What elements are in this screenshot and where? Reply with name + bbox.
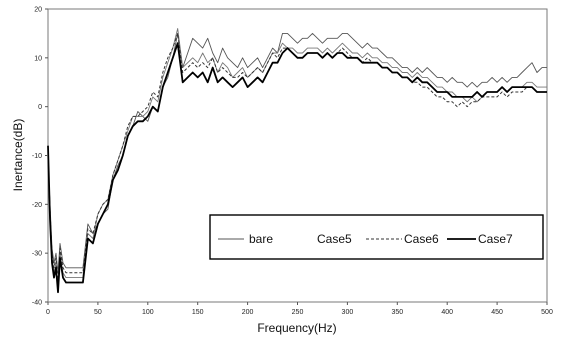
y-tick-label: -30: [32, 251, 42, 258]
series-layer: [47, 28, 547, 294]
y-tick-label: 0: [38, 104, 42, 111]
y-tick-label: 20: [34, 7, 42, 14]
x-axis-label: Frequency(Hz): [257, 321, 336, 335]
y-tick-label: -40: [32, 300, 42, 307]
x-tick-label: 450: [491, 309, 503, 316]
legend-label-case6: Case6: [404, 232, 439, 246]
series-line-case7: [47, 42, 547, 294]
y-tick-label: -20: [32, 202, 42, 209]
y-tick-label: -10: [32, 153, 42, 160]
x-tick-label: 500: [541, 309, 553, 316]
legend-items: bare Case5 Case6 Case7: [218, 232, 513, 246]
y-tick-label: 10: [34, 55, 42, 62]
x-tick-label: 100: [142, 309, 154, 316]
legend-label-case5: Case5: [317, 232, 352, 246]
x-tick-label: 400: [441, 309, 453, 316]
x-tick-label: 200: [242, 309, 254, 316]
x-tick-label: 0: [46, 309, 50, 316]
x-tick-label: 250: [292, 309, 304, 316]
legend: bare Case5 Case6 Case7: [209, 214, 544, 260]
x-tick-label: 350: [391, 309, 403, 316]
y-axis-label: Inertance(dB): [11, 119, 25, 192]
legend-box: [209, 214, 544, 260]
legend-label-bare: bare: [249, 232, 273, 246]
x-tick-label: 300: [342, 309, 354, 316]
x-tick-label: 50: [94, 309, 102, 316]
axis-layer: 0 50 100 150 200 250 300 350 400 450 500-40-30-20-…: [32, 7, 553, 317]
legend-label-case7: Case7: [478, 232, 513, 246]
x-tick-label: 150: [192, 309, 204, 316]
series-line-case6: [47, 32, 547, 283]
